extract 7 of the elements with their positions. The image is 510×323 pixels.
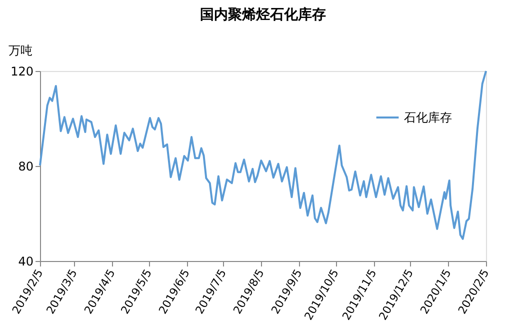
legend-label: 石化库存 (404, 110, 452, 124)
y-tick-label: 40 (18, 254, 34, 268)
y-tick-label: 120 (10, 64, 34, 78)
chart-title: 国内聚烯烃石化库存 (200, 6, 326, 23)
y-tick-label: 80 (18, 160, 34, 174)
line-series (39, 70, 487, 240)
y-axis-title: 万吨 (8, 44, 32, 58)
